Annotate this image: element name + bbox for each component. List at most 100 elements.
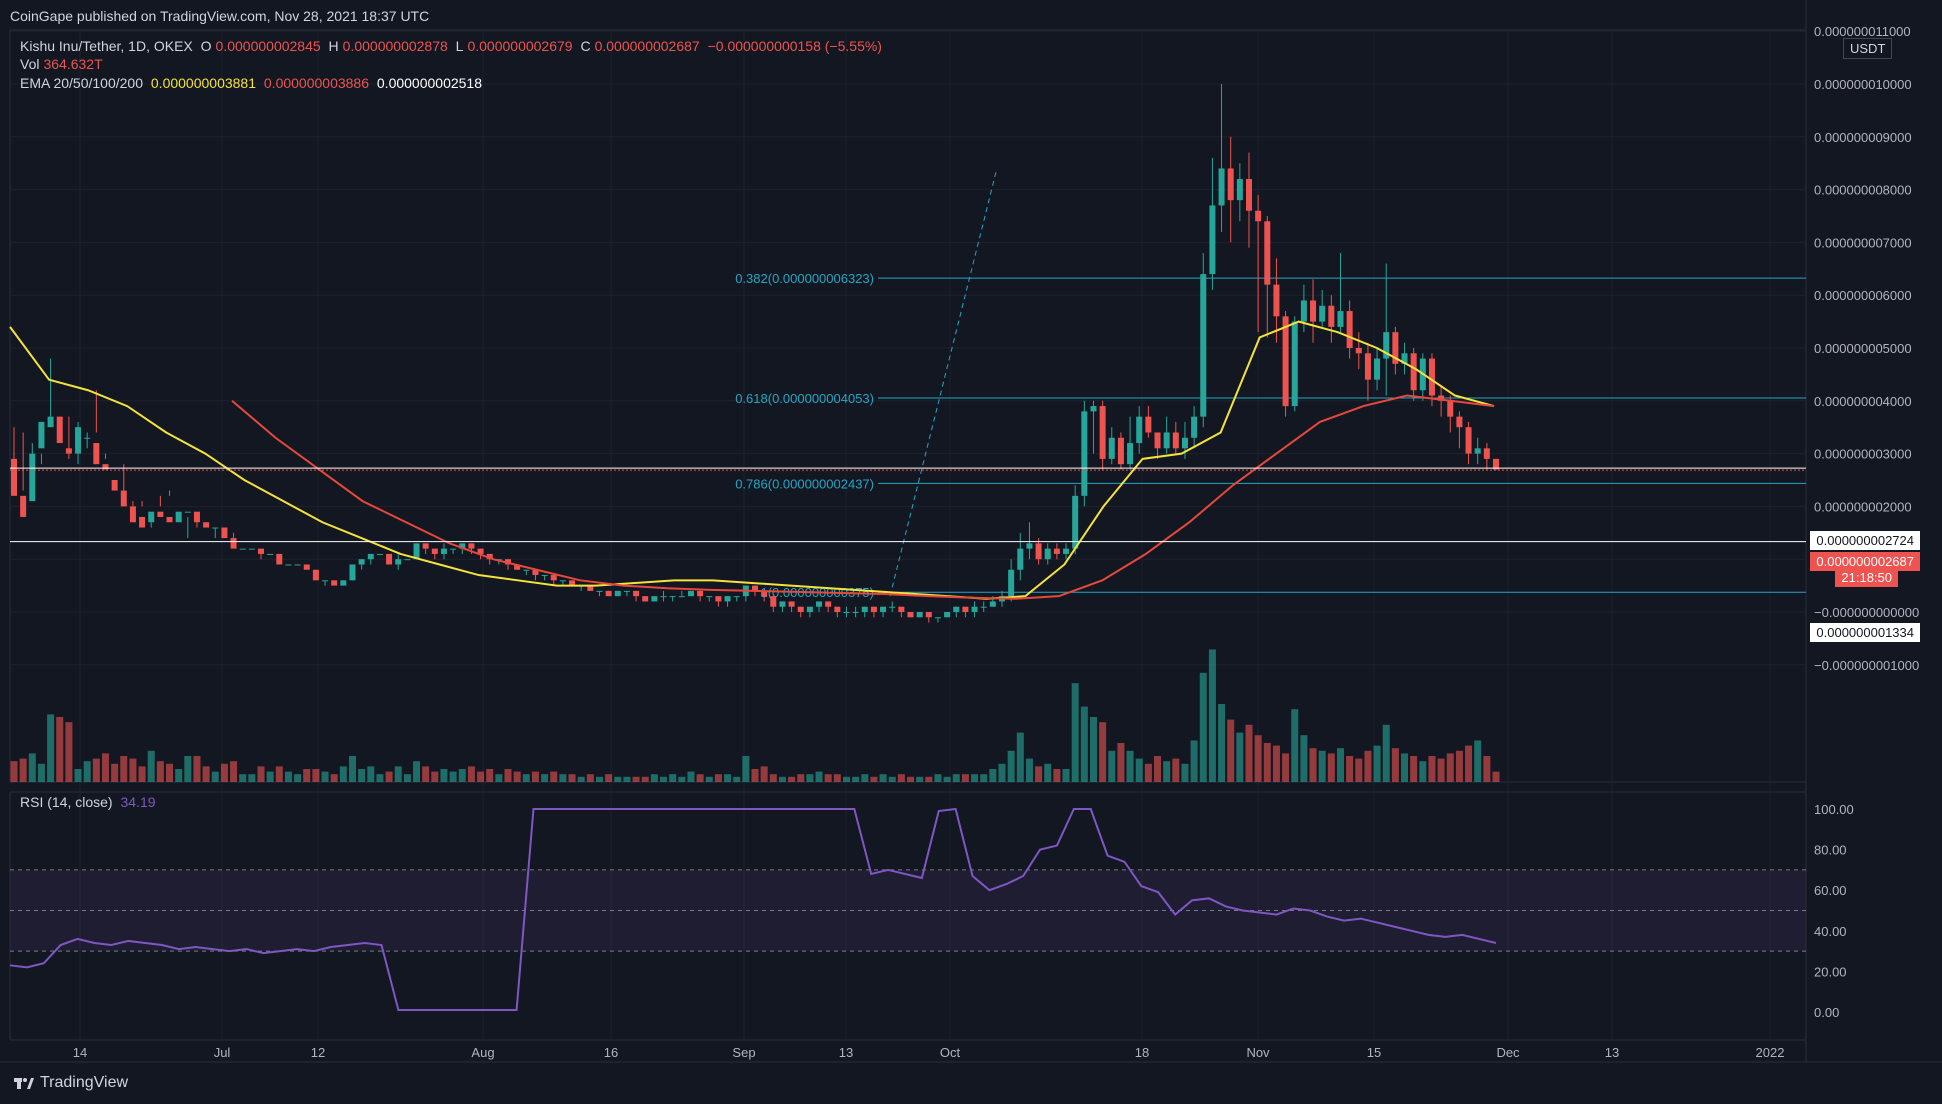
volume-bar — [449, 771, 457, 782]
candle-body — [843, 612, 850, 613]
ema-legend: EMA 20/50/100/200 0.000000003881 0.00000… — [20, 75, 486, 91]
volume-bar — [330, 774, 338, 782]
time-tick-label: 13 — [839, 1045, 853, 1060]
volume-bar — [1071, 683, 1079, 782]
candle-body — [376, 553, 383, 555]
volume-bar — [486, 769, 494, 782]
volume-bar — [961, 774, 969, 782]
candle-body — [1008, 569, 1015, 597]
volume-bar — [1117, 743, 1125, 782]
candle-body — [1072, 495, 1079, 549]
rsi-label[interactable]: RSI (14, close) — [20, 794, 113, 810]
candle-body — [1346, 311, 1353, 348]
volume-bar — [614, 776, 622, 782]
candle-body — [532, 569, 539, 576]
volume-bar — [431, 771, 439, 782]
volume-bar — [1089, 717, 1097, 782]
volume-label[interactable]: Vol — [20, 56, 40, 72]
price-tick-label: −0.000000000000 — [1814, 605, 1919, 620]
candle-body — [788, 601, 795, 607]
candle-body — [102, 464, 109, 470]
fib-level-label: 0.786(0.000000002437) — [735, 476, 874, 491]
currency-badge[interactable]: USDT — [1843, 38, 1893, 59]
volume-bar — [1336, 748, 1344, 782]
candle-body — [944, 612, 951, 618]
time-tick-label: Oct — [940, 1045, 961, 1060]
candle-body — [687, 590, 694, 597]
time-tick-label: 2022 — [1756, 1045, 1785, 1060]
volume-bar — [1364, 750, 1372, 782]
volume-bar — [284, 771, 292, 782]
volume-bar — [111, 763, 119, 782]
candle-body — [1209, 205, 1216, 275]
candle-body — [221, 527, 228, 539]
volume-bar — [1272, 745, 1280, 782]
volume-bar — [1053, 769, 1061, 782]
candle-body — [550, 575, 557, 581]
volume-bar — [531, 771, 539, 782]
fib-level-label: 0.382(0.000000006323) — [735, 271, 874, 286]
volume-bar — [1025, 758, 1033, 782]
candle-body — [971, 606, 978, 612]
volume-bar — [888, 776, 896, 782]
volume-value: 364.632T — [43, 56, 103, 72]
volume-bar — [1483, 756, 1491, 782]
volume-bar — [92, 758, 100, 782]
volume-bar — [623, 776, 631, 782]
rsi-tick-label: 20.00 — [1814, 964, 1847, 979]
volume-bar — [1016, 732, 1024, 782]
candle-body — [1401, 353, 1408, 364]
candle-body — [614, 590, 621, 597]
rsi-tick-label: 40.00 — [1814, 924, 1847, 939]
candle-body — [816, 601, 823, 607]
volume-bar — [120, 756, 128, 782]
ema-value-2: 0.000000003886 — [263, 75, 369, 91]
candle-body — [724, 596, 731, 602]
candle-body — [1438, 395, 1445, 401]
candle-body — [1035, 543, 1042, 560]
volume-bar — [1080, 706, 1088, 782]
candle-body — [450, 548, 457, 550]
price-tick-label: 0.000000004000 — [1814, 394, 1912, 409]
volume-bar — [1254, 735, 1262, 782]
volume-bar — [28, 753, 36, 782]
candle-body — [706, 596, 713, 598]
volume-bar — [166, 763, 174, 782]
price-tick-label: 0.000000008000 — [1814, 183, 1912, 198]
volume-bar — [348, 756, 356, 782]
volume-bar — [1428, 756, 1436, 782]
fib-level-label: 0.618(0.000000004053) — [735, 391, 874, 406]
candle-body — [898, 606, 905, 612]
candle-body — [1493, 458, 1499, 470]
candle-body — [761, 590, 768, 597]
symbol-label[interactable]: Kishu Inu/Tether, 1D, OKEX — [20, 38, 193, 54]
volume-bar — [806, 774, 814, 782]
candle-body — [1127, 443, 1134, 465]
price-tag-line1: 0.000000002724 — [1810, 531, 1920, 550]
candle-body — [1191, 416, 1198, 438]
volume-bar — [147, 750, 155, 782]
candle-body — [56, 416, 63, 444]
tradingview-logo[interactable]: TradingView — [14, 1074, 128, 1092]
volume-bar — [504, 769, 512, 782]
volume-bar — [257, 766, 265, 782]
candle-body — [477, 548, 484, 554]
open-value: 0.000000002845 — [215, 38, 321, 54]
volume-bar — [312, 769, 320, 782]
candle-body — [1053, 548, 1060, 554]
candle-body — [1236, 179, 1243, 201]
candle-body — [962, 606, 969, 612]
volume-bar — [65, 722, 73, 782]
volume-bar — [1245, 724, 1253, 782]
volume-bar — [842, 776, 850, 782]
candle-body — [1218, 168, 1225, 206]
candle-body — [386, 553, 393, 565]
ema-label[interactable]: EMA 20/50/100/200 — [20, 75, 143, 91]
countdown-tag: 21:18:50 — [1835, 568, 1898, 587]
candle-body — [1310, 300, 1317, 322]
volume-bar — [1163, 761, 1171, 782]
candle-body — [1355, 348, 1362, 354]
candle-body — [258, 548, 264, 554]
volume-bar — [1327, 753, 1335, 782]
